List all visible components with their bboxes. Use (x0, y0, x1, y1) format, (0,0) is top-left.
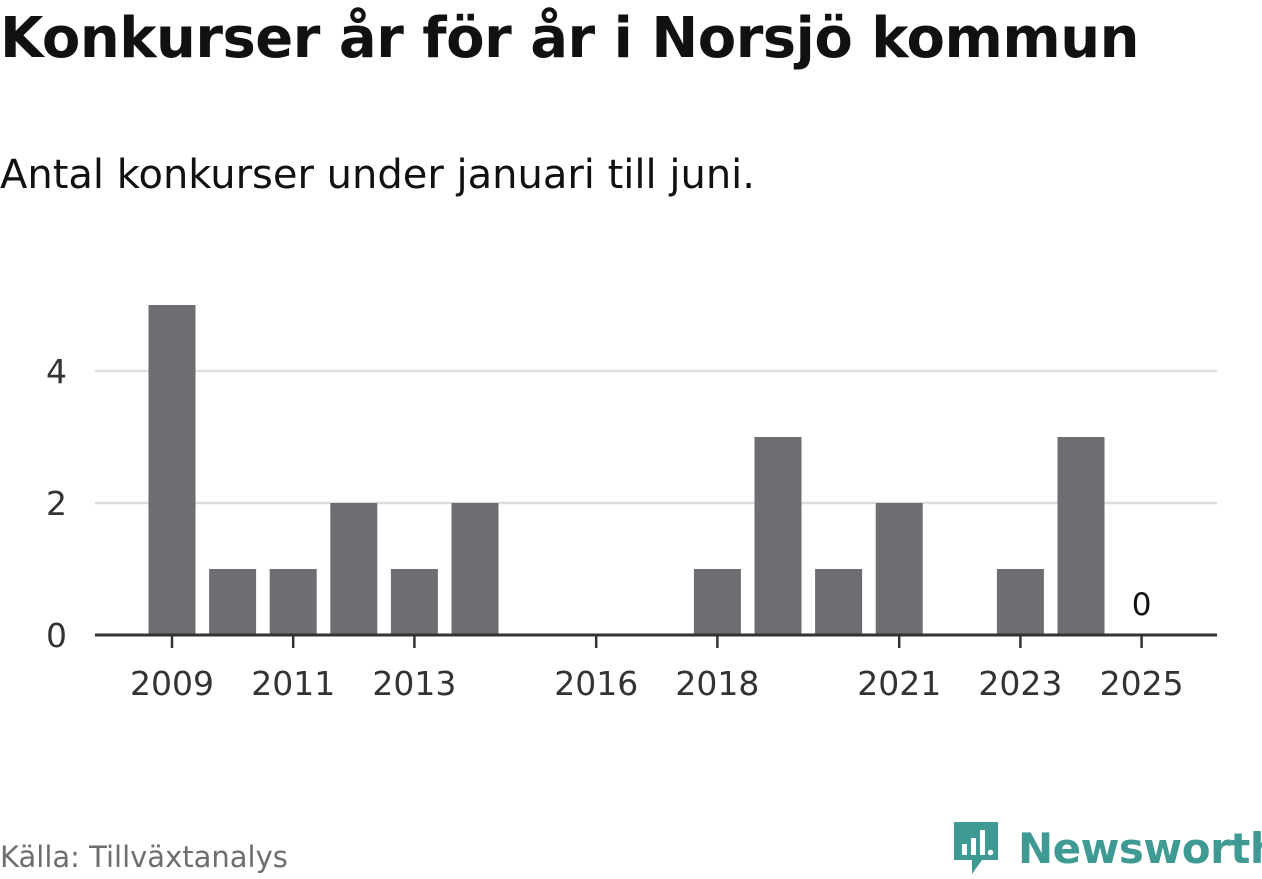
x-tick-label: 2021 (857, 664, 941, 703)
x-tick-label: 2025 (1100, 664, 1184, 703)
bar (269, 569, 317, 635)
brand-name: Newsworthy (1018, 823, 1262, 873)
bar (209, 569, 257, 635)
annotations: 0 (1132, 587, 1152, 623)
bar (815, 569, 863, 635)
bar (451, 503, 499, 635)
bar (330, 503, 378, 635)
bar (754, 437, 802, 635)
x-tick-label: 2016 (554, 664, 638, 703)
bar (1057, 437, 1105, 635)
value-label: 0 (1132, 587, 1152, 623)
bar (390, 569, 438, 635)
bar (875, 503, 923, 635)
y-tick-label: 2 (46, 484, 67, 523)
bars (148, 305, 1105, 635)
bar (996, 569, 1044, 635)
x-axis (95, 633, 1217, 648)
chart-subtitle: Antal konkurser under januari till juni. (0, 152, 755, 198)
source-note: Källa: Tillväxtanalys (0, 840, 288, 874)
brand-logo: Newsworthy (950, 818, 1262, 878)
x-axis-tick-labels: 2009 2011 2013 2016 2018 2021 2023 2025 (130, 664, 1184, 703)
x-tick-label: 2009 (130, 664, 214, 703)
x-tick-label: 2011 (251, 664, 335, 703)
x-tick-label: 2013 (372, 664, 456, 703)
x-tick-label: 2018 (675, 664, 759, 703)
newsworthy-logo-icon (954, 822, 998, 874)
gridlines (95, 369, 1217, 505)
y-axis-tick-labels: 0 2 4 (46, 352, 67, 655)
bar (693, 569, 741, 635)
chart-title: Konkurser år för år i Norsjö kommun (0, 6, 1139, 71)
bar (148, 305, 196, 635)
y-tick-label: 4 (46, 352, 67, 391)
x-tick-label: 2023 (978, 664, 1062, 703)
y-tick-label: 0 (46, 616, 67, 655)
